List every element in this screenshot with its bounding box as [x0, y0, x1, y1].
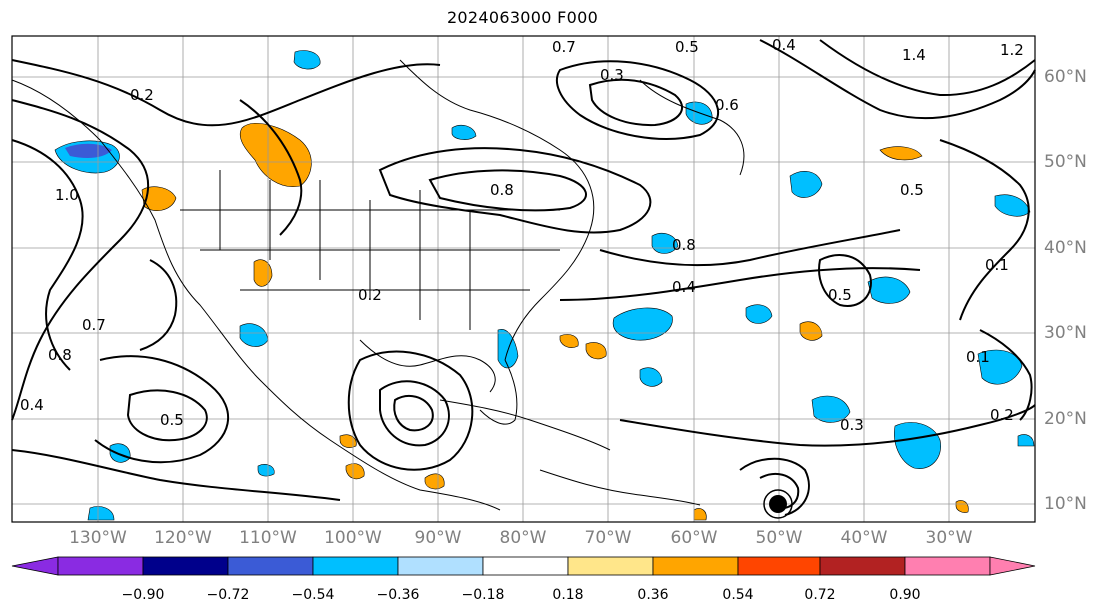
lon-label: 100°W [324, 528, 382, 548]
contour-label: 0.1 [985, 256, 1009, 274]
contour-label: 0.2 [130, 86, 154, 104]
contour-label: 1.4 [902, 46, 926, 64]
colorbar-tick: 0.90 [889, 587, 921, 603]
contour-label: 1.2 [1000, 41, 1024, 59]
colorbar-tick: −0.18 [461, 587, 505, 603]
contour-label: 0.8 [490, 181, 514, 199]
lon-label: 70°W [584, 528, 632, 548]
contour-label: 0.3 [600, 66, 624, 84]
lon-label: 80°W [499, 528, 547, 548]
contour-label: 1.0 [55, 186, 79, 204]
lon-label: 90°W [414, 528, 462, 548]
lat-label: 20°N [1044, 409, 1087, 429]
lon-label: 120°W [154, 528, 212, 548]
contour-label: 0.8 [672, 236, 696, 254]
lon-label: 130°W [69, 528, 127, 548]
lat-label: 10°N [1044, 494, 1087, 514]
contour-label: 0.1 [966, 348, 990, 366]
colorbar-tick: −0.90 [121, 587, 165, 603]
contour-label: 0.3 [840, 416, 864, 434]
colorbar-tick: 0.36 [637, 587, 669, 603]
contour-label: 0.5 [900, 181, 924, 199]
contour-label: 0.2 [358, 286, 382, 304]
contour-lines [11, 39, 1036, 516]
lon-label: 110°W [239, 528, 297, 548]
contour-label: 0.8 [48, 346, 72, 364]
contour-label-group: 0.7 0.5 0.4 1.4 1.2 0.3 0.6 0.2 0.8 1.0 … [20, 36, 1024, 434]
lat-label: 60°N [1044, 67, 1087, 87]
contour-label: 0.5 [160, 411, 184, 429]
lon-label: 50°W [755, 528, 803, 548]
map-title: 2024063000 F000 [446, 8, 599, 27]
contour-label: 0.7 [552, 38, 576, 56]
contour-label: 0.4 [772, 36, 796, 54]
contour-label: 0.2 [990, 406, 1014, 424]
storm-marker [763, 489, 793, 519]
colorbar [11, 556, 1036, 576]
contour-label: 0.5 [828, 286, 852, 304]
contour-label: 0.7 [82, 316, 106, 334]
contour-label: 0.5 [675, 38, 699, 56]
colorbar-tick: −0.54 [291, 587, 335, 603]
colorbar-tick: 0.54 [722, 587, 754, 603]
colorbar-tick: −0.36 [376, 587, 420, 603]
coastlines [11, 59, 745, 511]
contour-label: 0.4 [20, 396, 44, 414]
colorbar-tick: −0.72 [206, 587, 250, 603]
contour-label: 0.6 [715, 96, 739, 114]
lat-label: 40°N [1044, 238, 1087, 258]
lon-label: 40°W [840, 528, 888, 548]
graticule [12, 36, 1035, 522]
lon-label: 30°W [925, 528, 973, 548]
colorbar-tick: 0.72 [804, 587, 836, 603]
anomaly-patches [54, 50, 1035, 521]
colorbar-tick: 0.18 [552, 587, 584, 603]
lat-label: 30°N [1044, 323, 1087, 343]
lon-label: 60°W [670, 528, 718, 548]
lat-label: 50°N [1044, 152, 1087, 172]
contour-label: 0.4 [672, 278, 696, 296]
